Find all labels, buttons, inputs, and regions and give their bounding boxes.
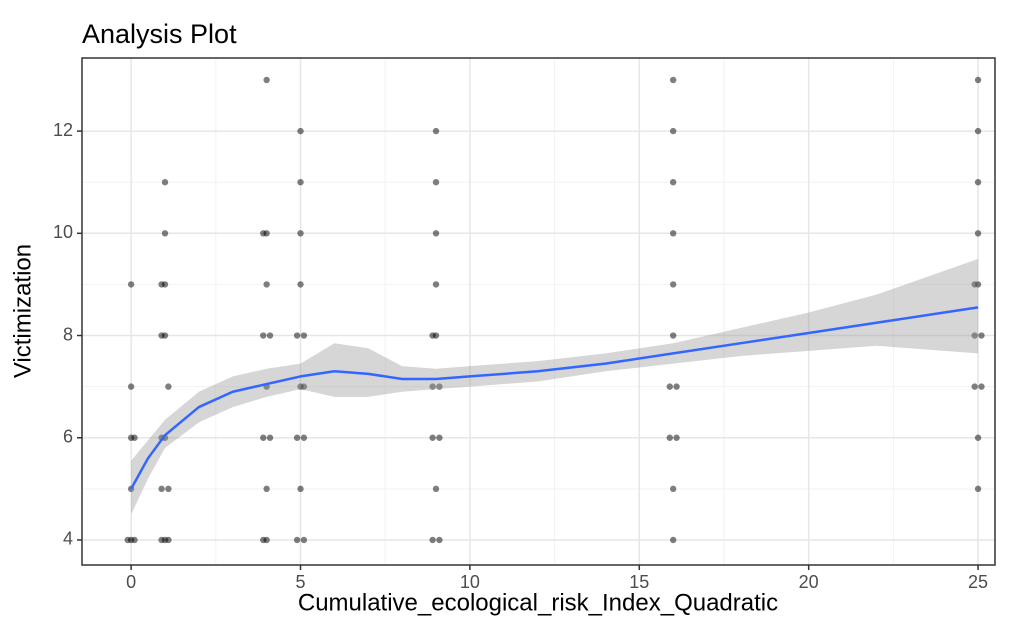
point <box>297 127 304 135</box>
point <box>669 485 677 493</box>
point <box>673 383 680 390</box>
point <box>673 434 680 441</box>
x-tick-label: 15 <box>629 572 649 592</box>
y-tick-label: 6 <box>63 426 73 446</box>
point <box>131 536 138 544</box>
point <box>260 434 267 441</box>
point <box>297 281 304 288</box>
point <box>263 485 270 493</box>
point <box>974 434 982 441</box>
y-tick-label: 12 <box>53 120 73 140</box>
y-tick-label: 8 <box>63 324 73 344</box>
point <box>293 536 301 544</box>
point <box>293 332 301 339</box>
point <box>429 434 436 441</box>
point <box>158 332 165 339</box>
x-tick-label: 20 <box>799 572 819 592</box>
point <box>669 536 677 544</box>
point <box>161 178 169 186</box>
point <box>161 230 169 237</box>
point <box>669 230 677 237</box>
point <box>429 536 436 544</box>
point <box>300 434 308 441</box>
point <box>297 230 304 237</box>
point <box>974 485 982 493</box>
point <box>971 281 978 288</box>
point <box>263 76 270 84</box>
point <box>669 332 677 339</box>
point <box>297 178 304 186</box>
point <box>158 485 165 493</box>
y-tick-label: 10 <box>53 222 73 242</box>
point <box>293 434 301 441</box>
point <box>300 536 308 544</box>
point <box>266 332 274 339</box>
point <box>263 281 270 288</box>
y-tick-label: 4 <box>63 529 73 549</box>
x-tick-label: 0 <box>126 572 136 592</box>
point <box>300 332 308 339</box>
point <box>165 383 172 390</box>
point <box>666 434 673 441</box>
point <box>436 434 443 441</box>
confidence-band <box>131 258 979 515</box>
x-tick-label: 25 <box>968 572 988 592</box>
point <box>669 76 677 84</box>
point <box>161 536 169 544</box>
point <box>165 485 172 493</box>
point <box>432 485 440 493</box>
point <box>978 332 985 339</box>
smooth-line <box>130 306 979 490</box>
point <box>297 485 304 493</box>
chart-title: Analysis Plot <box>82 19 237 49</box>
y-axis-label: Victimization <box>9 244 36 378</box>
point <box>436 536 443 544</box>
point <box>260 536 267 544</box>
point <box>974 178 982 186</box>
x-axis-label: Cumulative_ecological_risk_Index_Quadrat… <box>298 589 778 616</box>
point <box>669 281 677 288</box>
point <box>432 281 440 288</box>
point <box>669 127 677 135</box>
point <box>124 536 131 544</box>
point <box>974 230 982 237</box>
point <box>432 230 440 237</box>
point <box>127 281 135 288</box>
point <box>974 76 982 84</box>
point <box>429 332 436 339</box>
point <box>666 383 673 390</box>
point <box>432 178 440 186</box>
x-tick-label: 5 <box>296 572 306 592</box>
point <box>260 332 267 339</box>
point <box>971 383 978 390</box>
point <box>300 383 308 390</box>
point <box>978 383 985 390</box>
point <box>432 127 440 135</box>
point <box>436 383 443 390</box>
point <box>266 434 274 441</box>
point <box>260 230 267 237</box>
panel-border <box>81 57 996 566</box>
point <box>669 178 677 186</box>
point <box>127 383 135 390</box>
point <box>429 383 436 390</box>
point <box>971 332 978 339</box>
x-tick-label: 10 <box>460 572 480 592</box>
point <box>974 127 982 135</box>
point <box>131 434 138 441</box>
point <box>158 281 165 288</box>
